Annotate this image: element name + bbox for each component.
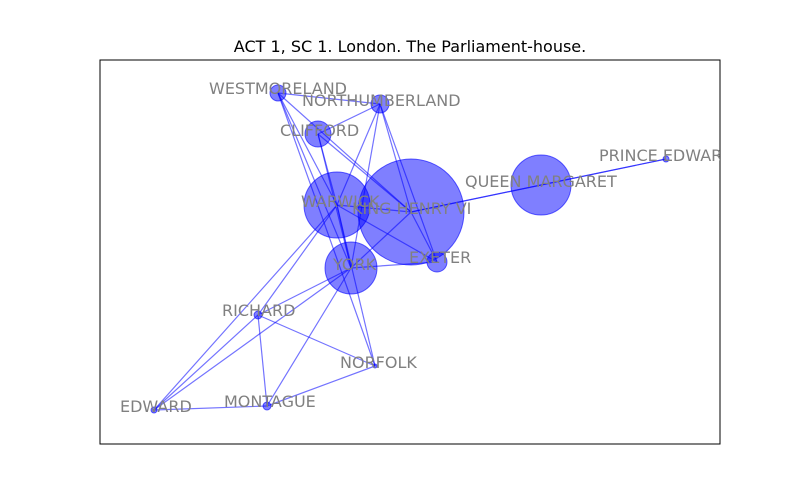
node-label-westmoreland: WESTMORELAND — [209, 79, 347, 98]
node-northumberland — [370, 94, 390, 114]
node-label-queen-margaret: QUEEN MARGARET — [465, 172, 617, 191]
node-label-richard: RICHARD — [222, 301, 295, 320]
node-queen-margaret — [510, 154, 572, 216]
node-westmoreland — [269, 84, 287, 102]
node-label-york: YORK — [332, 255, 377, 274]
edge-richard-edward — [153, 314, 259, 411]
node-label-northumberland: NORTHUMBERLAND — [302, 91, 461, 110]
node-label-clifford: CLIFFORD — [280, 121, 359, 140]
edge-york-edward — [153, 267, 352, 411]
node-label-prince-edward: PRINCE EDWARD — [599, 146, 735, 165]
node-prince-edward — [662, 155, 670, 163]
node-label-montague: MONTAGUE — [224, 392, 316, 411]
edge-richard-norfolk — [257, 314, 376, 367]
edge-montague-norfolk — [266, 365, 376, 407]
node-montague — [262, 401, 272, 411]
nodes-layer — [150, 84, 670, 414]
node-york — [324, 241, 378, 295]
node-clifford — [304, 120, 332, 148]
edge-richard-montague — [257, 314, 268, 407]
node-exeter — [426, 251, 448, 273]
edge-warwick-edward — [153, 204, 338, 411]
edge-edward-montague — [153, 405, 268, 411]
node-label-warwick: WARWICK — [301, 192, 380, 211]
node-label-exeter: EXETER — [409, 248, 471, 267]
node-warwick — [303, 171, 371, 239]
node-label-edward: EDWARD — [120, 397, 192, 416]
figure-title: ACT 1, SC 1. London. The Parliament-hous… — [234, 37, 586, 56]
node-richard — [253, 310, 263, 320]
edge-westmoreland-northumberland — [277, 92, 381, 105]
node-norfolk — [372, 363, 378, 369]
labels-layer: KING HENRY VI QUEEN MARGARET WARWICK YORK CL… — [120, 79, 735, 416]
node-label-norfolk: NORFOLK — [340, 353, 417, 372]
node-label-king-henry-vi: KING HENRY VI — [352, 199, 471, 218]
node-edward — [150, 406, 158, 414]
